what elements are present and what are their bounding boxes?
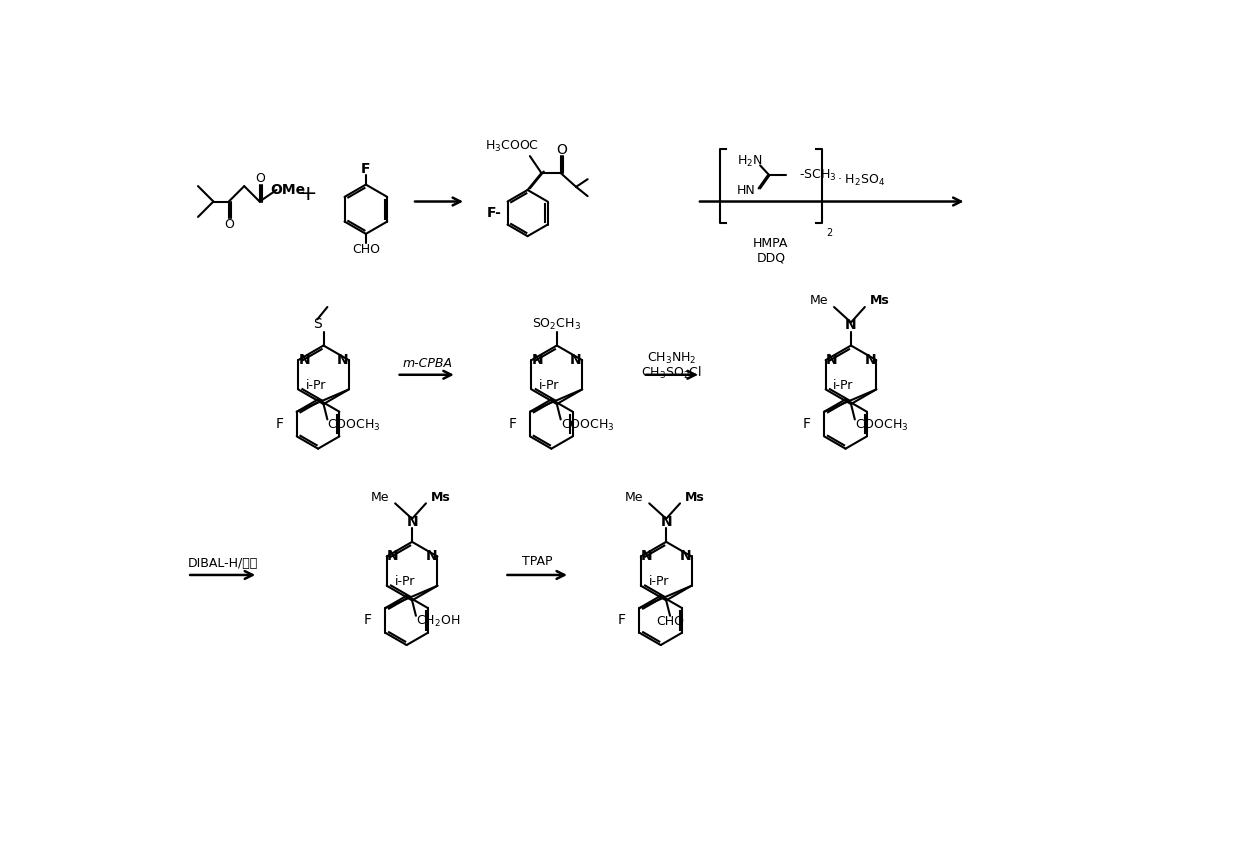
Text: N: N <box>865 353 876 367</box>
Text: Me: Me <box>370 491 389 504</box>
Text: O: O <box>255 172 265 185</box>
Text: H$_2$N: H$_2$N <box>737 154 762 169</box>
Text: F: F <box>364 613 372 627</box>
Text: F: F <box>361 162 370 176</box>
Text: CHO: CHO <box>655 615 684 628</box>
Text: N: N <box>570 353 582 367</box>
Text: COOCH$_3$: COOCH$_3$ <box>327 418 380 433</box>
Text: COOCH$_3$: COOCH$_3$ <box>855 418 908 433</box>
Text: DDQ: DDQ <box>756 251 786 264</box>
Text: S: S <box>313 317 322 331</box>
Text: CH$_3$NH$_2$: CH$_3$NH$_2$ <box>647 351 696 366</box>
Text: HN: HN <box>737 184 756 197</box>
Text: Ms: Ms <box>870 294 890 307</box>
Text: Me: Me <box>624 491 643 504</box>
Text: N: N <box>299 353 310 367</box>
Text: H$_3$COOC: H$_3$COOC <box>486 138 539 154</box>
Text: Ms: Ms <box>685 491 705 504</box>
Text: F: F <box>275 417 284 431</box>
Text: i-Pr: i-Pr <box>539 379 560 392</box>
Text: N: N <box>425 549 437 564</box>
Text: N: N <box>679 549 691 564</box>
Text: N: N <box>387 549 399 564</box>
Text: COOCH$_3$: COOCH$_3$ <box>561 418 615 433</box>
Text: -SCH$_3$: -SCH$_3$ <box>799 168 836 183</box>
Text: SO$_2$CH$_3$: SO$_2$CH$_3$ <box>533 317 581 331</box>
Text: DIBAL-H/甲苯: DIBAL-H/甲苯 <box>187 557 258 570</box>
Text: +: + <box>299 184 317 204</box>
Text: i-Pr: i-Pr <box>394 576 415 589</box>
Text: N: N <box>641 549 653 564</box>
Text: CH$_2$OH: CH$_2$OH <box>416 614 460 630</box>
Text: O: O <box>224 218 234 231</box>
Text: $_2$: $_2$ <box>825 225 833 239</box>
Text: Ms: Ms <box>431 491 450 504</box>
Text: m-CPBA: m-CPBA <box>403 357 452 370</box>
Text: CH$_3$SO$_2$Cl: CH$_3$SO$_2$Cl <box>641 365 703 380</box>
Text: F: F <box>803 417 810 431</box>
Text: TPAP: TPAP <box>522 555 553 568</box>
Text: CHO: CHO <box>352 243 380 256</box>
Text: HMPA: HMPA <box>753 238 788 251</box>
Text: N: N <box>845 318 857 333</box>
Text: OMe: OMe <box>270 183 305 197</box>
Text: i-Pr: i-Pr <box>648 576 669 589</box>
Text: N: N <box>826 353 838 367</box>
Text: F-: F- <box>487 206 502 220</box>
Text: F: F <box>509 417 517 431</box>
Text: F: F <box>618 613 626 627</box>
Text: N: N <box>660 515 672 529</box>
Text: N: N <box>406 515 418 529</box>
Text: i-Pr: i-Pr <box>306 379 326 392</box>
Text: O: O <box>556 143 567 157</box>
Text: Me: Me <box>809 294 828 307</box>
Text: N: N <box>532 353 544 367</box>
Text: N: N <box>337 353 348 367</box>
Text: · H$_2$SO$_4$: · H$_2$SO$_4$ <box>838 172 886 188</box>
Text: i-Pr: i-Pr <box>834 379 854 392</box>
